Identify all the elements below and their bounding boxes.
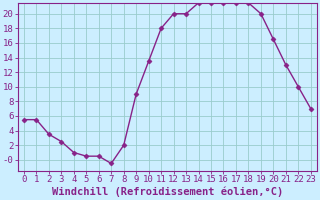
X-axis label: Windchill (Refroidissement éolien,°C): Windchill (Refroidissement éolien,°C)	[52, 187, 283, 197]
